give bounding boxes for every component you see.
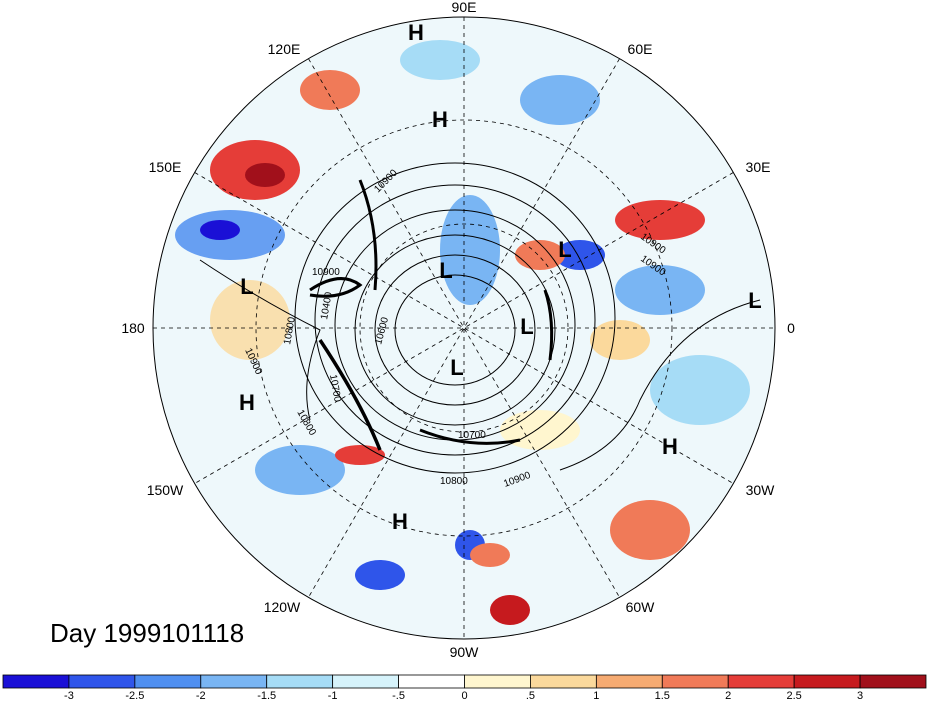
contour-label: 10700 [458,430,486,441]
lon-label-180: 180 [121,320,145,336]
colorbar-box [266,674,334,689]
low-center-label: L [520,314,533,339]
high-center-label: H [662,434,678,459]
colorbar-box [332,674,399,689]
map-title: Day 1999101118 [50,618,245,648]
contour-label: 10400 [319,291,335,321]
colorbar-tick-label: -2 [196,690,206,702]
low-center-label: L [240,274,253,299]
colorbar-box [200,674,268,689]
low-center-label: L [748,288,761,313]
colorbar-box [530,674,597,689]
colorbar-tick-label: 3 [857,690,863,702]
graticule [153,17,775,639]
contour-label: 10700 [327,374,343,404]
lon-label-150w: 150W [147,482,184,498]
contour-label: 10800 [282,316,298,346]
lon-label-30e: 30E [746,159,771,175]
high-center-label: H [432,107,448,132]
lon-label-30w: 30W [746,482,776,498]
lon-label-60e: 60E [628,41,653,57]
colorbar-box [2,674,70,689]
colorbar-box [595,674,663,689]
lon-label-90e: 90E [452,0,477,15]
colorbar-box [398,674,465,689]
colorbar-box [859,674,927,689]
high-center-label: H [408,20,424,45]
colorbar-tick-label: 1 [593,690,599,702]
colorbar-tick-label: 2 [725,690,731,702]
lon-label-60w: 60W [626,599,656,615]
colorbar-tick-label: -3 [64,690,74,702]
colorbar-tick-label: 0 [461,690,467,702]
anomaly-field [153,17,775,639]
high-center-label: H [392,509,408,534]
lon-label-0: 0 [787,320,795,336]
lon-label-150e: 150E [149,159,182,175]
colorbar-box [661,674,729,689]
high-center-label: H [239,390,255,415]
colorbar-ticks: -3 -2.5 -2 -1.5 -1 -.5 0 .5 1 1.5 2 2.5 3 [64,690,863,702]
colorbar-box [134,674,202,689]
geopotential-contours [199,162,761,474]
colorbar-box [464,674,531,689]
colorbar-tick-label: 1.5 [655,690,670,702]
low-center-label: L [439,258,452,283]
lon-label-90w: 90W [450,644,480,660]
colorbar-tick-label: -.5 [392,690,405,702]
colorbar-box [793,674,861,689]
colorbar [2,674,927,689]
colorbar-tick-label: 2.5 [786,690,801,702]
colorbar-box [68,674,136,689]
colorbar-tick-label: .5 [526,690,535,702]
low-center-label: L [450,355,463,380]
lon-label-120e: 120E [268,41,301,57]
low-center-label: L [558,237,571,262]
colorbar-tick-label: -1 [328,690,338,702]
colorbar-box [727,674,795,689]
colorbar-tick-label: -2.5 [125,690,144,702]
colorbar-tick-label: -1.5 [257,690,276,702]
lon-label-120w: 120W [264,599,301,615]
contour-label: 10800 [440,476,468,487]
contour-label: 10900 [312,267,340,278]
